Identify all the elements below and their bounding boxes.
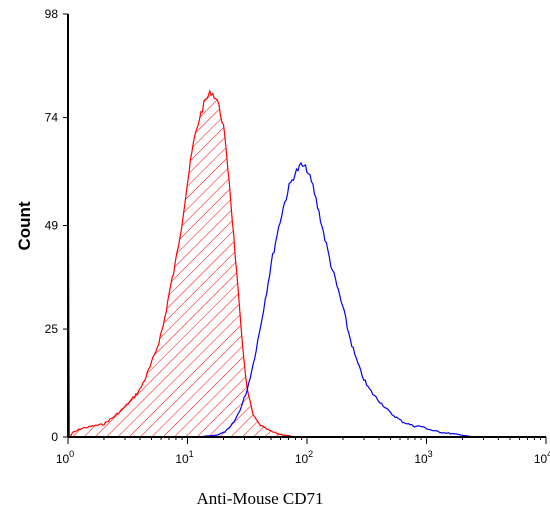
y-tick-label: 98 <box>45 7 59 21</box>
x-axis-ticks: 100 101 102 103 104 <box>56 437 550 466</box>
series-0-line <box>67 89 296 439</box>
y-tick-label: 0 <box>51 430 58 444</box>
x-tick-label-base: 10 <box>534 452 548 466</box>
x-tick-label: 102 <box>295 449 313 466</box>
x-axis-title: Anti-Mouse CD71 <box>196 489 323 508</box>
y-tick-label: 25 <box>45 322 59 336</box>
y-tick-label: 49 <box>45 219 59 233</box>
series-layer <box>67 89 475 439</box>
y-tick-label: 74 <box>45 111 59 125</box>
y-axis-ticks: 0 25 49 74 98 <box>45 7 68 444</box>
x-tick-label-exponent: 0 <box>69 449 74 459</box>
y-axis-title: Count <box>15 201 34 250</box>
series-1-line <box>199 161 475 438</box>
x-tick-label-base: 10 <box>175 452 189 466</box>
x-tick-label-exponent: 2 <box>308 449 313 459</box>
series-0-fill <box>68 91 295 437</box>
x-tick-label-base: 10 <box>56 452 70 466</box>
x-tick-label-exponent: 1 <box>189 449 194 459</box>
x-tick-label: 103 <box>414 449 432 466</box>
x-tick-label: 104 <box>534 449 550 466</box>
x-tick-label-base: 10 <box>295 452 309 466</box>
x-tick-label: 101 <box>175 449 193 466</box>
x-tick-label-base: 10 <box>414 452 428 466</box>
x-tick-label-exponent: 4 <box>547 449 550 459</box>
x-tick-label-exponent: 3 <box>428 449 433 459</box>
x-tick-label: 100 <box>56 449 74 466</box>
